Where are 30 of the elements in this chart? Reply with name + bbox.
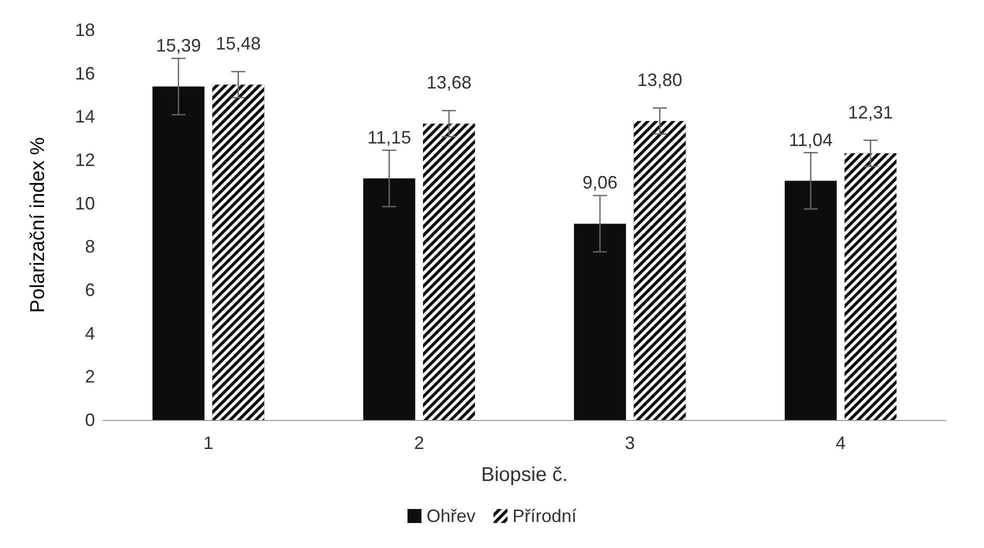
y-tick-label: 0 <box>84 410 95 430</box>
x-tick-label: 4 <box>836 433 846 453</box>
data-label: 9,06 <box>582 172 618 193</box>
data-label: 15,39 <box>156 36 201 56</box>
data-label: 15,48 <box>216 34 261 54</box>
data-label: 11,15 <box>367 127 412 148</box>
y-tick-label: 2 <box>84 366 95 387</box>
x-tick-label: 2 <box>414 433 424 453</box>
bar <box>574 224 626 420</box>
y-tick-label: 12 <box>74 150 95 170</box>
data-label: 11,04 <box>788 130 833 150</box>
legend-label: Ohřev <box>426 506 476 526</box>
data-label: 13,80 <box>637 70 682 90</box>
x-tick-label: 1 <box>203 433 214 453</box>
x-axis-title: Biopsie č. <box>481 464 568 486</box>
y-tick-label: 4 <box>84 323 95 344</box>
y-axis-title: Polarizační index % <box>27 136 49 313</box>
y-tick-label: 10 <box>74 193 95 214</box>
bar <box>784 180 837 420</box>
y-tick-label: 18 <box>74 20 95 40</box>
x-tick-label: 3 <box>624 433 635 453</box>
data-label: 13,68 <box>426 72 472 93</box>
y-tick-label: 8 <box>84 236 95 257</box>
data-label: 12,31 <box>848 102 894 122</box>
bar <box>152 86 204 420</box>
y-tick-label: 14 <box>74 106 95 127</box>
y-tick-label: 6 <box>84 280 95 300</box>
y-tick-label: 16 <box>74 63 95 84</box>
bar <box>363 178 416 420</box>
legend-label: Přírodní <box>512 506 577 526</box>
